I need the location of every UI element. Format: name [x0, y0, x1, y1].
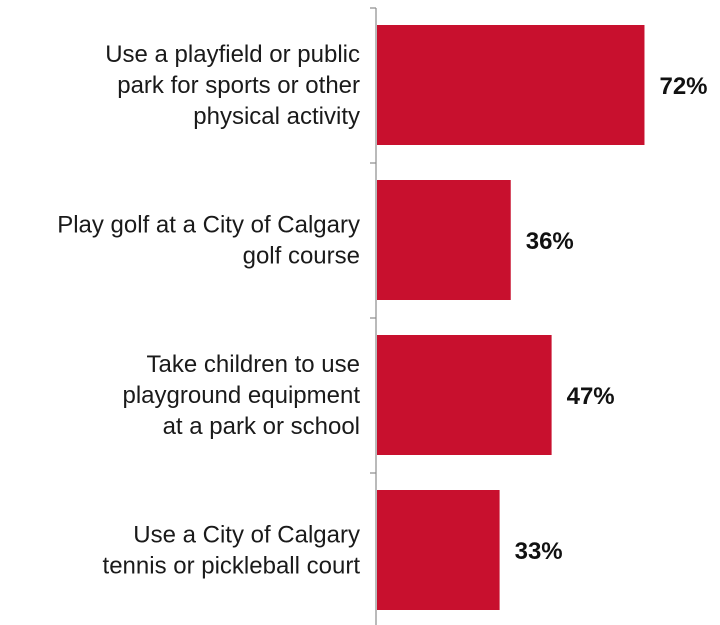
bar — [377, 335, 552, 455]
bar — [377, 490, 500, 610]
category-label-line: park for sports or other — [117, 72, 360, 99]
data-label: 47% — [567, 383, 615, 410]
data-label: 36% — [526, 228, 574, 255]
data-label: 33% — [515, 538, 563, 565]
category-label-line: Take children to use — [147, 351, 360, 378]
category-label-line: tennis or pickleball court — [103, 553, 361, 580]
category-label-line: physical activity — [193, 103, 360, 130]
bar-series — [377, 25, 645, 610]
category-label-line: playground equipment — [122, 382, 360, 409]
category-label-line: Use a City of Calgary — [133, 522, 360, 549]
bar — [377, 25, 645, 145]
category-label-line: Play golf at a City of Calgary — [57, 212, 360, 239]
value-labels: 72% 36% 47% 33% — [515, 73, 708, 565]
category-label-line: golf course — [243, 243, 360, 270]
bar — [377, 180, 511, 300]
category-label-line: at a park or school — [163, 413, 360, 440]
category-labels: Use a playfield or public park for sports… — [57, 41, 360, 580]
data-label: 72% — [659, 73, 707, 100]
category-axis — [370, 7, 377, 625]
category-label-line: Use a playfield or public — [105, 41, 360, 68]
